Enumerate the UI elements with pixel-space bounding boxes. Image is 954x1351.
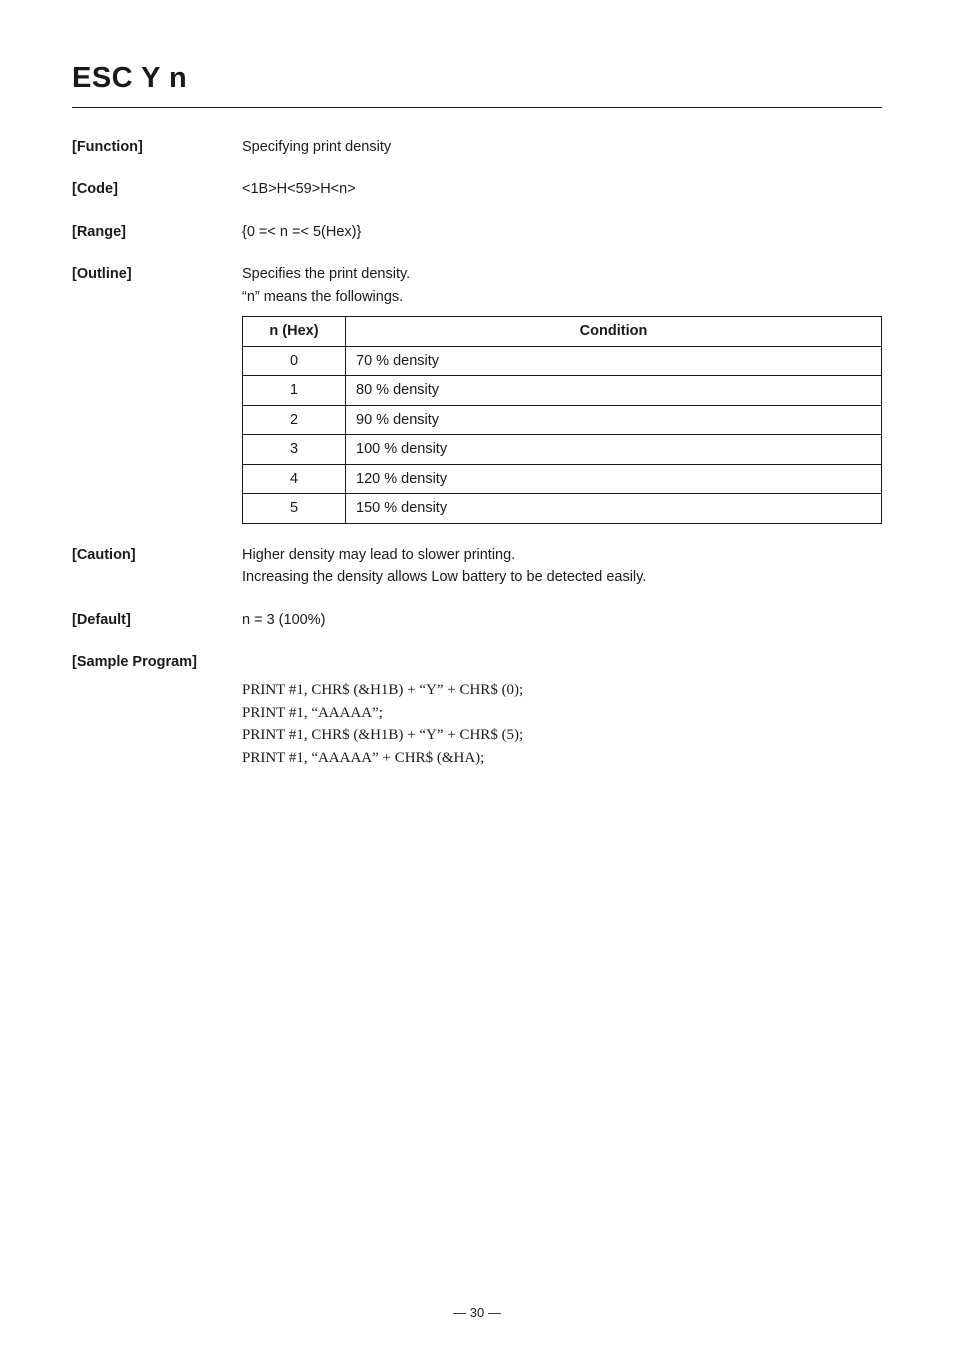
entry-function: [Function] Specifying print density	[72, 136, 882, 158]
caution-line1: Higher density may lead to slower printi…	[242, 544, 882, 566]
table-row: 1 80 % density	[243, 376, 882, 405]
outline-line1: Specifies the print density.	[242, 263, 882, 285]
value-function: Specifying print density	[242, 136, 882, 158]
table-cell-n: 3	[243, 435, 346, 464]
label-range: [Range]	[72, 221, 242, 243]
table-cell-cond: 70 % density	[346, 346, 882, 375]
entry-outline: [Outline] Specifies the print density. “…	[72, 263, 882, 523]
table-cell-cond: 90 % density	[346, 405, 882, 434]
density-table: n (Hex) Condition 0 70 % density 1 80 % …	[242, 316, 882, 523]
sample-code: PRINT #1, CHR$ (&H1B) + “Y” + CHR$ (0); …	[242, 679, 882, 769]
table-cell-n: 4	[243, 464, 346, 493]
table-cell-cond: 120 % density	[346, 464, 882, 493]
table-cell-cond: 150 % density	[346, 494, 882, 523]
page-title: ESC Y n	[72, 56, 882, 101]
table-cell-n: 5	[243, 494, 346, 523]
value-range: {0 =< n =< 5(Hex)}	[242, 221, 882, 243]
table-cell-n: 0	[243, 346, 346, 375]
table-cell-n: 2	[243, 405, 346, 434]
value-code: <1B>H<59>H<n>	[242, 178, 882, 200]
table-row: 0 70 % density	[243, 346, 882, 375]
table-row: 5 150 % density	[243, 494, 882, 523]
value-caution: Higher density may lead to slower printi…	[242, 544, 882, 589]
table-header-row: n (Hex) Condition	[243, 317, 882, 346]
title-divider	[72, 107, 882, 108]
outline-line2: “n” means the followings.	[242, 286, 882, 308]
value-default: n = 3 (100%)	[242, 609, 882, 631]
table-row: 2 90 % density	[243, 405, 882, 434]
table-header-n: n (Hex)	[243, 317, 346, 346]
label-code: [Code]	[72, 178, 242, 200]
entry-default: [Default] n = 3 (100%)	[72, 609, 882, 631]
table-row: 3 100 % density	[243, 435, 882, 464]
entry-caution: [Caution] Higher density may lead to slo…	[72, 544, 882, 589]
table-cell-cond: 80 % density	[346, 376, 882, 405]
page-number: — 30 —	[0, 1303, 954, 1323]
table-cell-n: 1	[243, 376, 346, 405]
entry-sample: [Sample Program]	[72, 651, 882, 673]
table-cell-cond: 100 % density	[346, 435, 882, 464]
label-function: [Function]	[72, 136, 242, 158]
entry-sample-code: PRINT #1, CHR$ (&H1B) + “Y” + CHR$ (0); …	[72, 679, 882, 769]
entry-code: [Code] <1B>H<59>H<n>	[72, 178, 882, 200]
value-outline: Specifies the print density. “n” means t…	[242, 263, 882, 523]
table-header-cond: Condition	[346, 317, 882, 346]
label-caution: [Caution]	[72, 544, 242, 566]
caution-line2: Increasing the density allows Low batter…	[242, 566, 882, 588]
entry-range: [Range] {0 =< n =< 5(Hex)}	[72, 221, 882, 243]
table-row: 4 120 % density	[243, 464, 882, 493]
page: ESC Y n [Function] Specifying print dens…	[0, 0, 954, 1351]
label-default: [Default]	[72, 609, 242, 631]
label-outline: [Outline]	[72, 263, 242, 285]
label-sample: [Sample Program]	[72, 651, 242, 673]
